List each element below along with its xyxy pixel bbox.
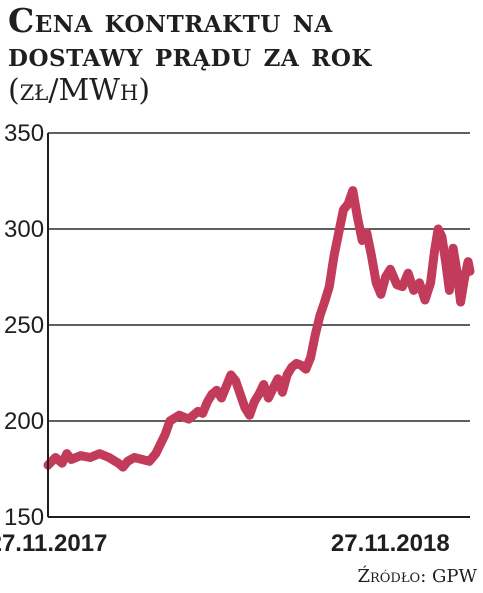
data-point — [432, 249, 437, 255]
data-point — [465, 259, 471, 264]
data-point — [317, 313, 323, 318]
data-point — [439, 234, 445, 239]
data-point — [443, 259, 448, 264]
data-point — [400, 284, 405, 289]
x-tick-label-0: 27.11.2017 — [0, 530, 107, 557]
data-point — [186, 416, 191, 422]
data-point — [78, 453, 84, 458]
data-point — [132, 455, 137, 460]
data-point — [256, 391, 262, 397]
grid-layer — [48, 132, 470, 422]
data-point — [97, 451, 102, 456]
data-point — [383, 274, 388, 280]
data-point — [139, 457, 144, 462]
y-tick-label-250: 250 — [4, 312, 44, 339]
data-point — [417, 280, 422, 285]
data-point — [388, 267, 393, 272]
data-point — [299, 363, 304, 368]
data-point — [125, 459, 130, 464]
axis-layer — [47, 133, 470, 518]
x-tick-labels: 27.11.2017 27.11.2018 — [0, 530, 450, 557]
y-tick-label-150: 150 — [4, 504, 44, 531]
data-point — [462, 276, 467, 282]
data-point — [224, 384, 229, 389]
data-point — [153, 451, 158, 456]
series-line-0 — [43, 186, 475, 472]
data-point — [435, 226, 441, 232]
data-point — [158, 441, 163, 447]
data-point — [275, 376, 280, 381]
data-point — [447, 288, 452, 293]
data-point — [405, 271, 411, 276]
data-point — [195, 409, 201, 414]
data-point — [228, 372, 234, 378]
data-point — [205, 399, 210, 404]
data-point — [177, 413, 182, 418]
data-point — [59, 461, 65, 466]
data-point — [341, 207, 346, 212]
data-point — [214, 388, 219, 393]
data-point — [458, 299, 463, 305]
x-tick-label-1: 27.11.2018 — [331, 530, 450, 557]
data-point — [266, 395, 271, 401]
data-point — [369, 253, 374, 259]
y-tick-label-350: 350 — [4, 120, 44, 147]
data-point — [331, 253, 337, 259]
data-point — [209, 391, 215, 397]
data-point — [242, 405, 248, 410]
data-point — [467, 269, 473, 274]
data-point — [106, 455, 112, 460]
data-point — [313, 332, 318, 337]
source-note: Źródło: GPW — [357, 566, 477, 587]
data-point — [454, 269, 460, 274]
data-point — [378, 292, 384, 297]
data-point — [280, 390, 285, 395]
data-point — [200, 411, 205, 416]
data-point — [64, 451, 70, 456]
data-point — [116, 461, 121, 466]
data-point — [261, 382, 266, 387]
data-point — [355, 215, 360, 220]
data-point — [360, 238, 365, 243]
y-tick-labels: 150 200 250 300 350 — [4, 120, 44, 531]
data-point — [322, 299, 327, 305]
data-point — [120, 464, 126, 470]
data-point — [336, 230, 341, 235]
data-point — [450, 246, 456, 251]
data-point — [252, 399, 257, 404]
data-point — [428, 280, 433, 285]
data-point — [289, 365, 294, 370]
data-point — [270, 386, 276, 391]
data-point — [350, 188, 355, 193]
data-point — [69, 457, 74, 462]
data-point — [163, 432, 168, 437]
y-tick-label-300: 300 — [4, 216, 44, 243]
data-point — [394, 282, 400, 287]
y-tick-label-200: 200 — [4, 408, 44, 435]
y-axis-unit-label: (zł/MWh) — [8, 73, 151, 108]
data-point — [364, 230, 369, 235]
data-point — [294, 361, 299, 366]
data-point — [308, 355, 313, 360]
data-point — [233, 378, 238, 383]
data-point — [284, 372, 290, 378]
data-point — [374, 280, 379, 285]
data-point — [53, 455, 58, 460]
series-layer — [43, 186, 475, 472]
data-point — [219, 395, 224, 401]
data-point — [147, 459, 152, 464]
data-point — [88, 455, 93, 460]
data-point — [422, 297, 428, 303]
data-point — [345, 201, 351, 207]
chart-title: Cena kontraktu na dostawy prądu za rok — [8, 1, 372, 74]
data-point — [303, 367, 309, 372]
data-point — [327, 284, 332, 289]
data-point — [411, 288, 416, 293]
data-point — [238, 391, 243, 397]
data-point — [247, 413, 252, 418]
data-point — [167, 418, 173, 424]
